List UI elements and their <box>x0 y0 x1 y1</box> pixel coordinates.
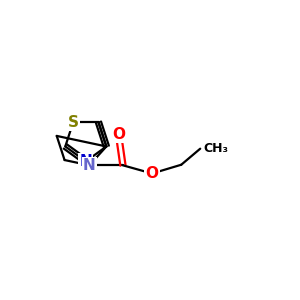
Text: O: O <box>146 166 159 181</box>
Text: CH₃: CH₃ <box>203 142 228 155</box>
Text: N: N <box>80 154 92 169</box>
Text: O: O <box>112 127 125 142</box>
Text: S: S <box>68 115 79 130</box>
Text: N: N <box>83 158 96 173</box>
